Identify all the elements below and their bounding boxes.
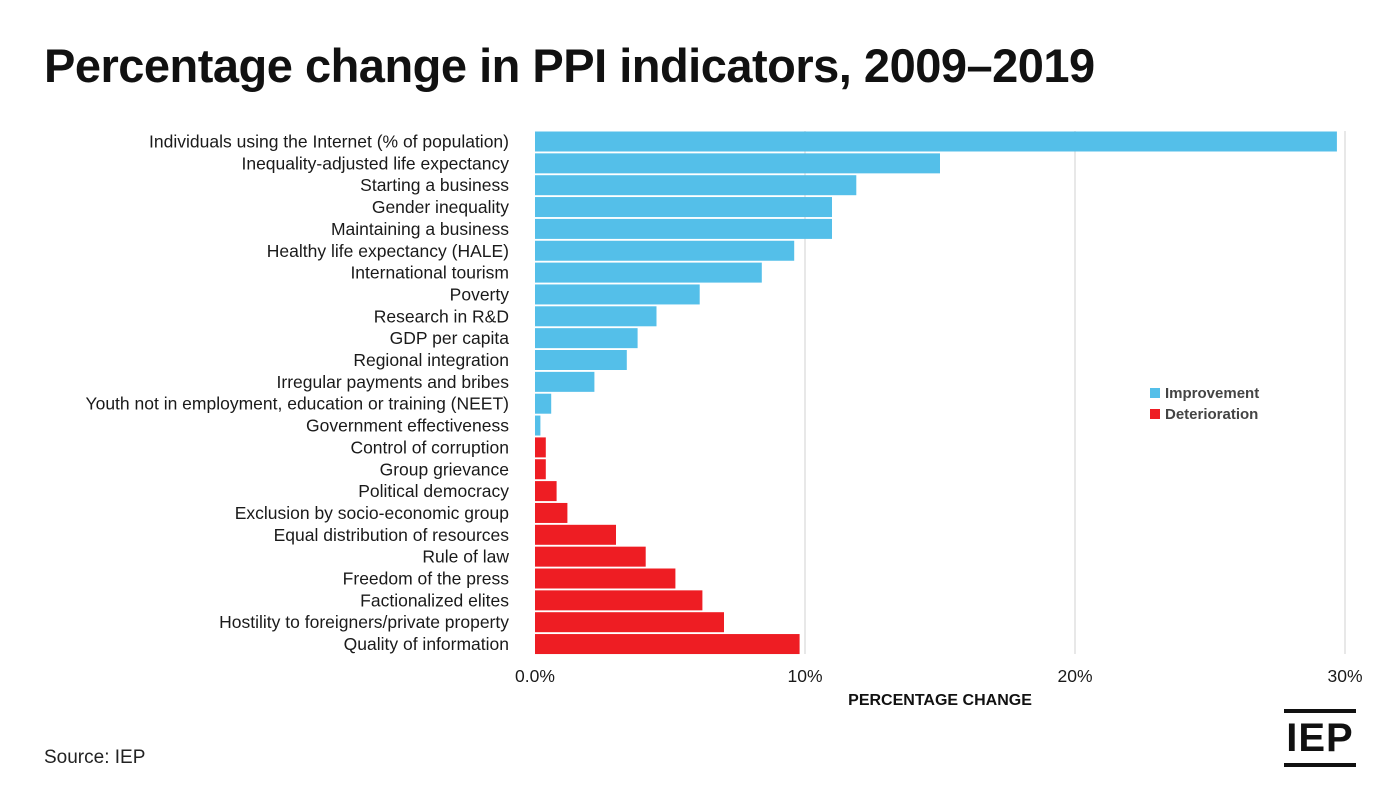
category-label: Quality of information <box>344 634 509 654</box>
bar <box>535 153 940 174</box>
legend-label: Improvement <box>1165 385 1259 402</box>
category-label: Freedom of the press <box>343 569 510 589</box>
bar <box>535 240 795 261</box>
legend-label: Deterioration <box>1165 406 1258 423</box>
category-label: Irregular payments and bribes <box>277 372 510 392</box>
category-label: Rule of law <box>422 547 509 567</box>
bar <box>535 131 1337 152</box>
bar <box>535 459 546 480</box>
bar <box>535 262 762 283</box>
bar <box>535 350 627 370</box>
x-tick-label: 10% <box>787 666 822 686</box>
source-note: Source: IEP <box>44 747 146 768</box>
x-tick-label: 0.0% <box>515 666 555 686</box>
x-tick-label: 20% <box>1057 666 1092 686</box>
category-label: Youth not in employment, education or tr… <box>86 394 509 414</box>
bar <box>535 371 595 392</box>
bar <box>535 197 832 218</box>
bar <box>535 175 857 196</box>
category-label: Gender inequality <box>372 197 509 217</box>
category-label: Government effectiveness <box>306 416 509 436</box>
category-label: Maintaining a business <box>331 219 509 239</box>
chart-title: Percentage change in PPI indicators, 200… <box>44 39 1095 92</box>
category-label: Regional integration <box>353 350 509 370</box>
bar <box>535 502 568 523</box>
category-label: Factionalized elites <box>360 590 509 610</box>
category-label: Group grievance <box>380 459 509 479</box>
logo-text: IEP <box>1286 716 1354 760</box>
bar <box>535 590 703 611</box>
bar <box>535 306 657 327</box>
category-label: Control of corruption <box>350 437 509 457</box>
bar <box>535 393 552 414</box>
bar <box>535 284 700 305</box>
category-label: Political democracy <box>358 481 509 501</box>
category-label: Exclusion by socio-economic group <box>235 503 509 523</box>
bar <box>535 218 832 239</box>
category-label: International tourism <box>350 263 509 283</box>
category-label: Poverty <box>450 284 510 304</box>
legend-swatch <box>1150 388 1160 398</box>
bar <box>535 524 616 545</box>
bar <box>535 612 724 633</box>
bar <box>535 568 676 589</box>
legend-swatch <box>1150 409 1160 419</box>
category-label: Inequality-adjusted life expectancy <box>241 153 509 173</box>
category-label: Healthy life expectancy (HALE) <box>267 241 509 261</box>
bar <box>535 415 541 436</box>
bar <box>535 437 546 458</box>
category-label: Starting a business <box>360 175 509 195</box>
bar <box>535 546 646 567</box>
bar <box>535 481 557 502</box>
category-label: Individuals using the Internet (% of pop… <box>149 132 509 152</box>
x-tick-label: 30% <box>1327 666 1362 686</box>
category-label: Equal distribution of resources <box>274 525 510 545</box>
category-label: Hostility to foreigners/private property <box>219 612 509 632</box>
category-label: GDP per capita <box>390 328 510 348</box>
iep-logo: IEP <box>1284 709 1356 767</box>
logo-bottom-rule <box>1284 763 1356 767</box>
category-label: Research in R&D <box>374 306 509 326</box>
bar <box>535 328 638 349</box>
bar <box>535 634 800 655</box>
bar-chart: Individuals using the Internet (% of pop… <box>86 131 1363 709</box>
logo-top-rule <box>1284 709 1356 713</box>
x-axis-title: PERCENTAGE CHANGE <box>848 692 1032 709</box>
